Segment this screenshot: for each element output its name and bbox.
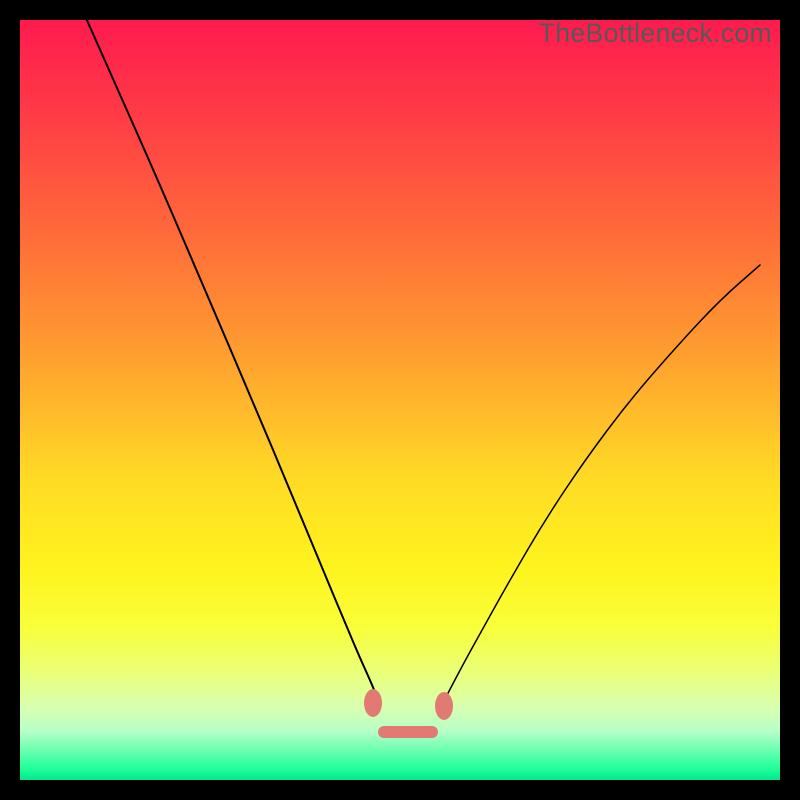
watermark-text: TheBottleneck.com [539,18,772,49]
gradient-background [20,20,780,780]
bottleneck-chart-svg [20,20,780,780]
chart-frame: TheBottleneck.com [0,0,800,800]
plot-area [20,20,780,780]
